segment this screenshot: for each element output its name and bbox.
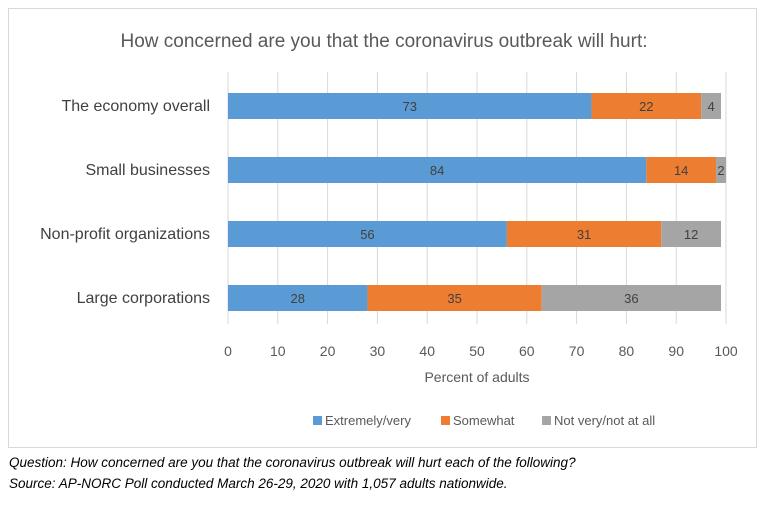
legend-label: Extremely/very xyxy=(325,413,411,428)
x-tick-label: 20 xyxy=(320,343,336,359)
data-label: 14 xyxy=(674,163,688,178)
data-label: 12 xyxy=(684,227,698,242)
bar-segment xyxy=(701,93,722,119)
x-axis-ticks: 0 10 20 30 40 50 60 70 80 90 100 xyxy=(224,343,738,359)
bar-segment xyxy=(646,157,717,183)
data-label: 28 xyxy=(290,291,304,306)
category-label: The economy overall xyxy=(61,98,210,115)
footnote-source: Source: AP-NORC Poll conducted March 26-… xyxy=(9,476,508,491)
data-label: 73 xyxy=(403,99,417,114)
legend-label: Not very/not at all xyxy=(554,413,655,428)
category-labels: The economy overall Small businesses Non-p… xyxy=(40,98,210,307)
category-label: Small businesses xyxy=(86,162,211,179)
data-label: 4 xyxy=(707,99,714,114)
data-label: 84 xyxy=(430,163,444,178)
data-label: 56 xyxy=(360,227,374,242)
x-tick-label: 90 xyxy=(668,343,684,359)
data-label: 31 xyxy=(577,227,591,242)
category-label: Non-profit organizations xyxy=(40,226,210,243)
x-tick-label: 70 xyxy=(569,343,585,359)
bar-segment xyxy=(541,285,722,311)
x-tick-label: 80 xyxy=(619,343,635,359)
x-tick-label: 100 xyxy=(714,343,738,359)
bar-segment xyxy=(228,285,368,311)
bar-segment xyxy=(591,93,702,119)
x-tick-label: 50 xyxy=(469,343,485,359)
bar-segment xyxy=(506,221,662,247)
data-label: 22 xyxy=(639,99,653,114)
bar-segment xyxy=(367,285,542,311)
bars xyxy=(228,93,726,311)
legend: Extremely/very Somewhat Not very/not at al… xyxy=(313,413,655,428)
stacked-bar-chart: How concerned are you that the coronavir… xyxy=(40,31,738,428)
bar-segment xyxy=(228,157,647,183)
x-tick-label: 60 xyxy=(519,343,535,359)
bar-segment xyxy=(228,93,592,119)
x-tick-label: 10 xyxy=(270,343,286,359)
x-tick-label: 30 xyxy=(370,343,386,359)
bar-segment xyxy=(716,157,726,183)
data-label: 2 xyxy=(717,163,724,178)
data-label: 36 xyxy=(624,291,638,306)
chart-frame xyxy=(8,8,757,448)
legend-swatch xyxy=(441,416,450,425)
x-tick-label: 40 xyxy=(419,343,435,359)
category-label: Large corporations xyxy=(77,290,210,307)
x-tick-label: 0 xyxy=(224,343,232,359)
bar-labels: 73 22 4 84 14 2 56 31 12 28 35 36 xyxy=(290,99,724,306)
chart-title: How concerned are you that the coronavir… xyxy=(121,31,648,52)
bar-segment xyxy=(661,221,722,247)
data-label: 35 xyxy=(447,291,461,306)
legend-label: Somewhat xyxy=(453,413,515,428)
x-axis-title: Percent of adults xyxy=(424,369,529,385)
legend-swatch xyxy=(542,416,551,425)
legend-swatch xyxy=(313,416,322,425)
footnote-question: Question: How concerned are you that the… xyxy=(9,455,576,470)
bar-segment xyxy=(228,221,507,247)
